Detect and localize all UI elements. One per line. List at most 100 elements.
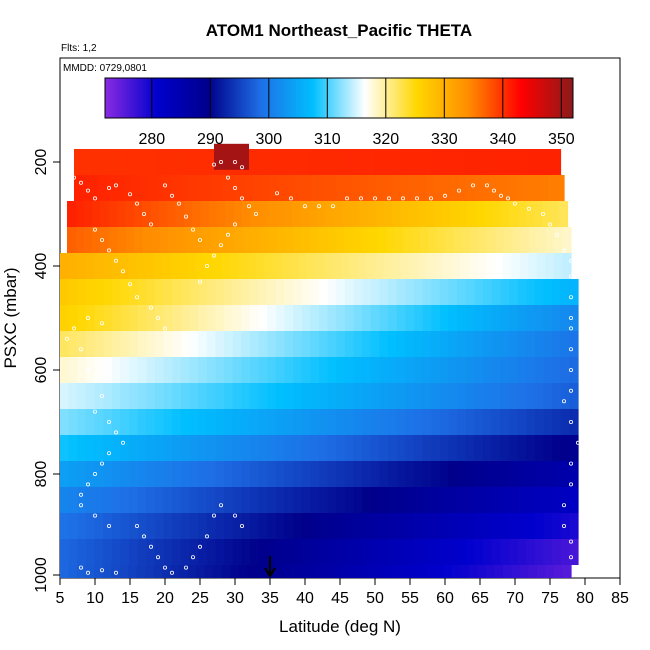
- heatmap-cell: [517, 305, 527, 331]
- heatmap-cell: [198, 331, 208, 357]
- heatmap-cell: [319, 305, 329, 331]
- heatmap-cell: [60, 539, 70, 565]
- heatmap-cell: [85, 513, 96, 539]
- x-tick-label: 60: [436, 590, 454, 607]
- heatmap-cell: [508, 383, 519, 409]
- heatmap-cell: [155, 175, 165, 201]
- heatmap-cell: [293, 461, 303, 487]
- observation-point: [183, 214, 188, 219]
- heatmap-cell: [500, 331, 510, 357]
- heatmap-cell: [111, 279, 122, 305]
- heatmap-cell: [439, 357, 450, 383]
- heatmap-cell: [100, 201, 110, 227]
- heatmap-cell: [517, 435, 527, 461]
- heatmap-cell: [448, 331, 458, 357]
- heatmap-cell: [138, 149, 148, 175]
- marker-arrow-head: [264, 567, 276, 579]
- heatmap-cell: [142, 201, 152, 227]
- heatmap-cell: [298, 565, 308, 578]
- heatmap-cell: [534, 487, 545, 513]
- heatmap-cell: [189, 435, 199, 461]
- heatmap-cell: [120, 331, 130, 357]
- heatmap-cell: [327, 383, 337, 409]
- x-tick-label: 55: [401, 590, 419, 607]
- heatmap-cell: [508, 487, 519, 513]
- heatmap-cell: [258, 539, 268, 565]
- heatmap-cell: [74, 175, 83, 201]
- heatmap-cell: [413, 435, 424, 461]
- heatmap-cell: [405, 279, 415, 305]
- x-tick-label: 35: [261, 590, 279, 607]
- heatmap-cell: [319, 487, 329, 513]
- heatmap-cell: [428, 227, 438, 253]
- heatmap-cell: [495, 149, 505, 175]
- heatmap-cell: [422, 357, 432, 383]
- observation-point: [218, 243, 223, 248]
- heatmap-cell: [443, 565, 453, 578]
- heatmap-cell: [336, 487, 346, 513]
- heatmap-cell: [319, 357, 329, 383]
- heatmap-cell: [319, 539, 329, 565]
- heatmap-cell: [396, 539, 406, 565]
- observation-point: [155, 555, 160, 560]
- heatmap-cell: [388, 409, 398, 435]
- heatmap-cell: [453, 227, 463, 253]
- heatmap-cell: [172, 539, 182, 565]
- heatmap-cell: [203, 149, 213, 175]
- heatmap-cell: [417, 201, 427, 227]
- heatmap-cell: [448, 279, 458, 305]
- heatmap-cell: [379, 409, 389, 435]
- heatmap-cell: [215, 435, 225, 461]
- heatmap-cell: [129, 435, 139, 461]
- heatmap-cell: [189, 305, 199, 331]
- heatmap-cell: [146, 305, 156, 331]
- observation-point: [134, 295, 139, 300]
- heatmap-cell: [500, 279, 510, 305]
- heatmap-cell: [172, 461, 182, 487]
- heatmap-cell: [370, 305, 381, 331]
- heatmap-cell: [163, 461, 173, 487]
- heatmap-cell: [526, 383, 536, 409]
- observation-point: [232, 513, 237, 518]
- heatmap-cell: [206, 383, 216, 409]
- heatmap-cell: [193, 227, 202, 253]
- observation-point: [569, 461, 574, 466]
- heatmap-cell: [336, 461, 346, 487]
- observation-point: [107, 524, 112, 529]
- heatmap-cell: [408, 175, 418, 201]
- heatmap-cell: [319, 331, 329, 357]
- observation-point: [386, 196, 391, 201]
- heatmap-cell: [214, 143, 249, 170]
- observation-point: [65, 336, 70, 341]
- heatmap-cell: [457, 409, 467, 435]
- heatmap-cell: [457, 331, 467, 357]
- heatmap-cell: [353, 279, 363, 305]
- heatmap-cell: [409, 201, 418, 227]
- heatmap-cell: [179, 253, 189, 279]
- heatmap-cell: [103, 461, 113, 487]
- heatmap-cell: [102, 565, 112, 578]
- observation-point: [114, 430, 119, 435]
- heatmap-cell: [552, 435, 562, 461]
- heatmap-cell: [134, 227, 144, 253]
- observation-point: [148, 305, 153, 310]
- heatmap-cell: [224, 435, 234, 461]
- heatmap-cell: [137, 487, 147, 513]
- heatmap-cell: [362, 331, 372, 357]
- heatmap-cell: [552, 409, 562, 435]
- heatmap-cell: [215, 461, 225, 487]
- heatmap-cell: [517, 383, 527, 409]
- heatmap-cell: [405, 331, 415, 357]
- heatmap-cell: [487, 227, 496, 253]
- heatmap-cell: [400, 201, 410, 227]
- heatmap-cell: [526, 435, 536, 461]
- heatmap-cell: [267, 409, 277, 435]
- observation-point: [513, 201, 518, 206]
- observation-point: [274, 191, 279, 196]
- heatmap-cell: [68, 279, 78, 305]
- heatmap-cell: [224, 331, 234, 357]
- heatmap-cell: [232, 409, 242, 435]
- y-axis-label: PSXC (mbar): [1, 267, 20, 368]
- heatmap-cell: [335, 227, 345, 253]
- heatmap-cell: [131, 175, 140, 201]
